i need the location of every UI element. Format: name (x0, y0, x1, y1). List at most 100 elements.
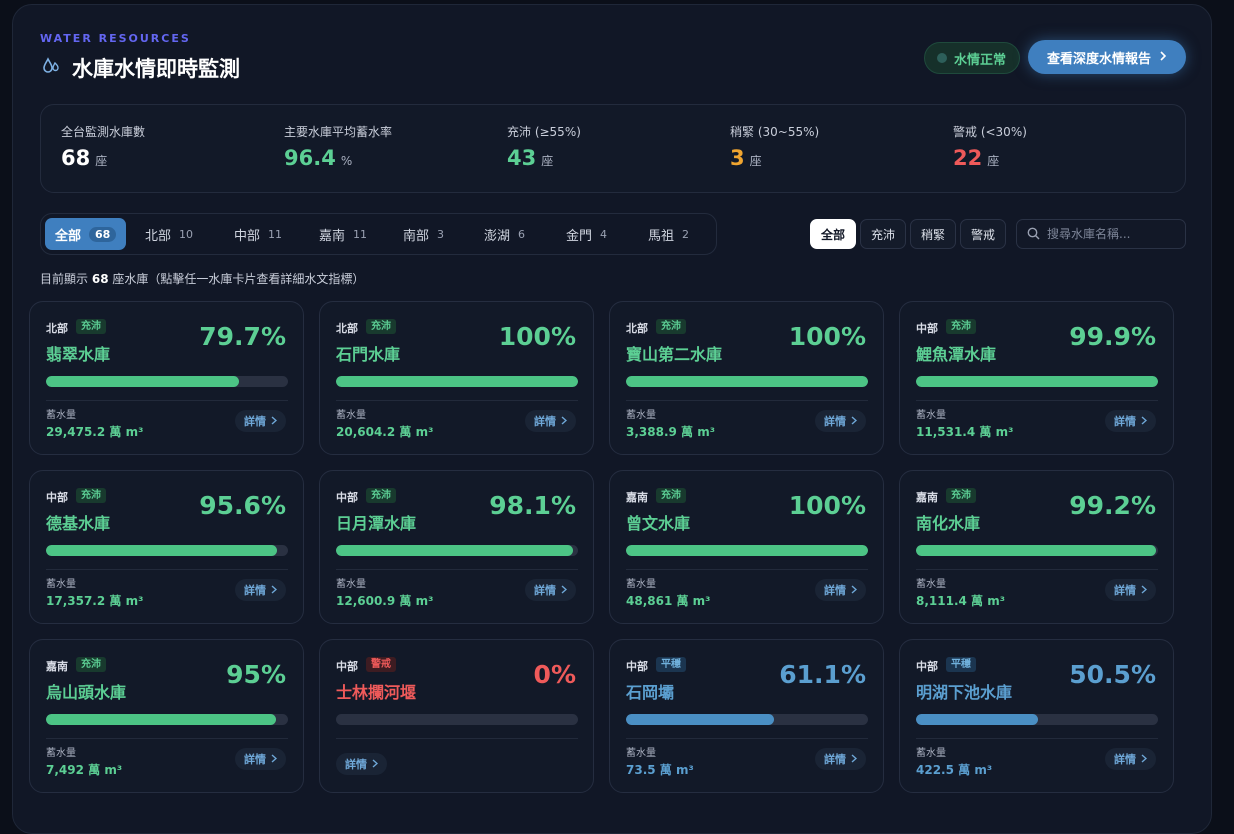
reservoir-card[interactable]: 北部 充沛 翡翠水庫 79.7% 蓄水量 29,475.2 萬 m³ 詳情 (29, 301, 304, 455)
reservoir-card[interactable]: 嘉南 充沛 南化水庫 99.2% 蓄水量 8,111.4 萬 m³ 詳情 (899, 470, 1174, 624)
chevron-right-icon (851, 415, 858, 428)
tab-count: 3 (437, 227, 445, 241)
card-detail-label: 詳情 (244, 415, 266, 428)
card-divider (336, 738, 578, 739)
card-storage-value: 20,604.2 萬 m³ (336, 425, 434, 439)
card-storage-value: 17,357.2 萬 m³ (46, 594, 144, 608)
card-storage-label: 蓄水量 (336, 410, 366, 421)
card-detail-button[interactable]: 詳情 (1105, 410, 1156, 432)
search-input[interactable] (1047, 227, 1177, 241)
card-reservoir-name: 鯉魚潭水庫 (916, 345, 997, 364)
card-detail-button[interactable]: 詳情 (235, 579, 286, 601)
stat-value: 96.4 (284, 146, 336, 170)
tab-region-chianan[interactable]: 嘉南 11 (309, 218, 377, 250)
card-storage-percent: 79.7% (199, 322, 286, 351)
filter-tight-button[interactable]: 稍緊 (910, 219, 957, 249)
card-status-badge: 充沛 (366, 488, 396, 503)
chevron-right-icon (271, 415, 278, 428)
card-detail-button[interactable]: 詳情 (525, 410, 576, 432)
card-divider (916, 400, 1158, 401)
card-detail-button[interactable]: 詳情 (815, 579, 866, 601)
tab-region-south[interactable]: 南部 3 (393, 218, 454, 250)
card-detail-button[interactable]: 詳情 (235, 748, 286, 770)
card-detail-label: 詳情 (345, 758, 367, 771)
card-detail-button[interactable]: 詳情 (235, 410, 286, 432)
card-storage-percent: 61.1% (779, 660, 866, 689)
card-detail-label: 詳情 (244, 584, 266, 597)
card-storage-label: 蓄水量 (336, 579, 366, 590)
tab-region-kinmen[interactable]: 金門 4 (556, 218, 617, 250)
reservoir-card[interactable]: 嘉南 充沛 曾文水庫 100% 蓄水量 48,861 萬 m³ 詳情 (609, 470, 884, 624)
card-storage-label: 蓄水量 (916, 748, 946, 759)
search-icon (1027, 225, 1040, 244)
card-storage-bar (46, 545, 288, 556)
card-status-badge: 警戒 (366, 657, 396, 672)
stat-value: 43 (507, 146, 537, 170)
reservoir-card[interactable]: 嘉南 充沛 烏山頭水庫 95% 蓄水量 7,492 萬 m³ 詳情 (29, 639, 304, 793)
tab-region-matsu[interactable]: 馬祖 2 (638, 218, 699, 250)
chevron-right-icon (271, 753, 278, 766)
card-reservoir-name: 曾文水庫 (626, 514, 691, 533)
reservoir-card[interactable]: 北部 充沛 石門水庫 100% 蓄水量 20,604.2 萬 m³ 詳情 (319, 301, 594, 455)
card-divider (626, 400, 868, 401)
card-detail-button[interactable]: 詳情 (336, 753, 387, 775)
card-storage-percent: 100% (498, 322, 576, 351)
card-divider (626, 569, 868, 570)
stat-value: 68 (61, 146, 91, 170)
tab-region-penghu[interactable]: 澎湖 6 (474, 218, 535, 250)
card-detail-button[interactable]: 詳情 (1105, 579, 1156, 601)
card-storage-percent: 100% (788, 491, 866, 520)
tab-region-central[interactable]: 中部 11 (224, 218, 292, 250)
card-storage-percent: 98.1% (489, 491, 576, 520)
card-storage-bar (916, 714, 1158, 725)
card-storage-value: 8,111.4 萬 m³ (916, 594, 1005, 608)
card-status-badge: 充沛 (76, 488, 106, 503)
reservoir-card[interactable]: 北部 充沛 寶山第二水庫 100% 蓄水量 3,388.9 萬 m³ 詳情 (609, 301, 884, 455)
card-status-badge: 充沛 (656, 488, 686, 503)
view-report-label: 查看深度水情報告 (1046, 51, 1151, 67)
tab-count: 4 (600, 227, 608, 241)
card-detail-button[interactable]: 詳情 (815, 410, 866, 432)
reservoir-card[interactable]: 中部 充沛 德基水庫 95.6% 蓄水量 17,357.2 萬 m³ 詳情 (29, 470, 304, 624)
card-region: 中部 (916, 660, 938, 673)
card-storage-bar (626, 545, 868, 556)
card-status-badge: 充沛 (946, 488, 976, 503)
card-detail-button[interactable]: 詳情 (1105, 748, 1156, 770)
stat-label: 全台監測水庫數 (61, 125, 146, 139)
reservoir-card[interactable]: 中部 充沛 鯉魚潭水庫 99.9% 蓄水量 11,531.4 萬 m³ 詳情 (899, 301, 1174, 455)
card-detail-button[interactable]: 詳情 (525, 579, 576, 601)
card-storage-value: 11,531.4 萬 m³ (916, 425, 1014, 439)
card-detail-label: 詳情 (1114, 415, 1136, 428)
card-detail-label: 詳情 (824, 753, 846, 766)
card-storage-bar (916, 545, 1158, 556)
reservoir-card[interactable]: 中部 充沛 日月潭水庫 98.1% 蓄水量 12,600.9 萬 m³ 詳情 (319, 470, 594, 624)
filter-abundant-button[interactable]: 充沛 (860, 219, 907, 249)
filter-all-button[interactable]: 全部 (810, 219, 857, 249)
card-reservoir-name: 翡翠水庫 (46, 345, 111, 364)
card-storage-value: 29,475.2 萬 m³ (46, 425, 144, 439)
stat-label: 主要水庫平均蓄水率 (284, 125, 393, 139)
stat-unit: 座 (95, 154, 108, 168)
tab-region-all[interactable]: 全部 68 (45, 218, 127, 250)
card-reservoir-name: 日月潭水庫 (336, 514, 417, 533)
tab-region-north[interactable]: 北部 10 (135, 218, 203, 250)
card-storage-label: 蓄水量 (46, 748, 76, 759)
reservoir-card[interactable]: 中部 平穩 明湖下池水庫 50.5% 蓄水量 422.5 萬 m³ 詳情 (899, 639, 1174, 793)
card-region: 嘉南 (916, 491, 938, 504)
stat-unit: 座 (541, 154, 554, 168)
stats-summary: 全台監測水庫數 68 座 主要水庫平均蓄水率 96.4% 充沛 (≥55%) 43… (40, 104, 1186, 193)
card-reservoir-name: 烏山頭水庫 (46, 683, 127, 702)
view-report-button[interactable]: 查看深度水情報告 (1028, 40, 1186, 74)
card-divider (916, 569, 1158, 570)
card-detail-button[interactable]: 詳情 (815, 748, 866, 770)
card-status-badge: 平穩 (946, 657, 976, 672)
filter-alert-button[interactable]: 警戒 (960, 219, 1007, 249)
reservoir-card[interactable]: 中部 平穩 石岡壩 61.1% 蓄水量 73.5 萬 m³ 詳情 (609, 639, 884, 793)
card-divider (626, 738, 868, 739)
card-storage-bar-fill (336, 376, 578, 387)
card-storage-bar (336, 376, 578, 387)
card-storage-percent: 0% (533, 660, 576, 689)
reservoir-card[interactable]: 中部 警戒 士林攔河堰 0% 詳情 (319, 639, 594, 793)
card-status-badge: 充沛 (366, 319, 396, 334)
card-region: 北部 (46, 322, 68, 335)
